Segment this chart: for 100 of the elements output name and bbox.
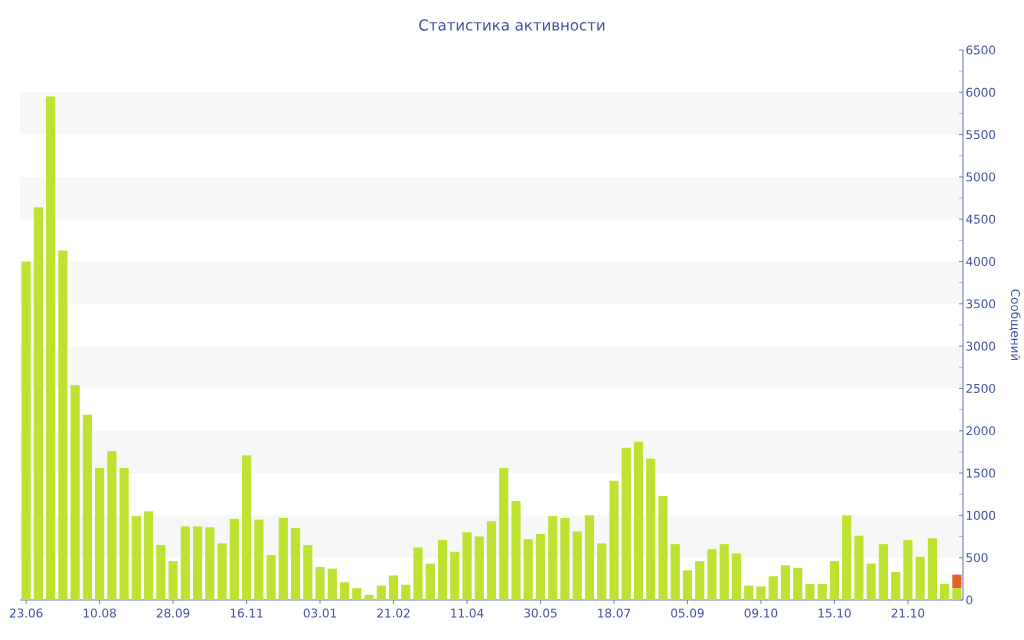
bar (621, 447, 631, 600)
bar (707, 549, 717, 600)
y-tick-label: 4000 (966, 257, 996, 267)
x-tick-label: 23.06 (9, 608, 43, 618)
bar (315, 566, 325, 600)
bar (266, 555, 276, 600)
x-tick-label: 18.07 (598, 608, 631, 618)
bar (339, 582, 350, 600)
bar (450, 551, 460, 600)
y-tick-label: 5000 (966, 172, 996, 182)
bar (82, 414, 92, 600)
bar (548, 516, 558, 600)
bar (327, 568, 337, 600)
bar (33, 207, 43, 600)
bar (278, 517, 288, 600)
bar (303, 544, 313, 600)
bar (793, 567, 803, 600)
bar (413, 547, 423, 600)
y-tick-label: 4500 (966, 214, 996, 224)
bar (633, 441, 644, 600)
bar (731, 553, 742, 600)
bar (756, 586, 766, 600)
bar (107, 451, 117, 600)
bar (119, 467, 129, 600)
bar (695, 561, 705, 600)
x-tick-label: 05.09 (671, 608, 704, 618)
y-tick-label: 2000 (966, 426, 996, 436)
y-tick-label: 0 (966, 595, 973, 605)
bar (352, 588, 362, 600)
bar (903, 539, 913, 600)
y-tick-label: 5500 (966, 130, 996, 140)
bar (560, 517, 570, 600)
x-tick-label: 15.10 (818, 608, 851, 618)
bar (940, 583, 950, 600)
bar (474, 536, 484, 600)
bar (866, 563, 876, 600)
bar (499, 467, 509, 600)
bar (952, 588, 962, 600)
x-tick-label: 10.08 (83, 608, 116, 618)
bar (609, 480, 619, 600)
y-tick-label: 6500 (966, 45, 996, 55)
bar (646, 458, 656, 600)
x-tick-label: 16.11 (230, 608, 263, 618)
y-tick-label: 6000 (966, 87, 996, 97)
x-tick-label: 28.09 (156, 608, 190, 618)
x-tick-label: 11.04 (451, 608, 484, 618)
bar (70, 385, 80, 600)
bar (462, 532, 472, 600)
y-tick-label: 3500 (966, 299, 996, 309)
bar (842, 515, 852, 600)
bar (584, 515, 595, 600)
y-tick-label: 2500 (966, 383, 996, 393)
x-tick-label: 09.10 (744, 608, 778, 618)
bar (878, 544, 888, 600)
bar (205, 527, 215, 600)
bar (780, 565, 791, 600)
bar (682, 570, 693, 600)
bar (535, 533, 546, 600)
bar (915, 556, 925, 600)
y-tick-label: 1000 (966, 510, 996, 520)
bar (854, 535, 864, 600)
bar (511, 500, 521, 600)
bar (21, 261, 31, 600)
bar (180, 526, 190, 600)
bar (891, 572, 901, 600)
bar (401, 584, 411, 600)
bar (719, 544, 729, 600)
chart-title: Статистика активности (419, 19, 605, 31)
bar (670, 544, 680, 600)
bar (658, 495, 668, 600)
bar (744, 585, 754, 600)
bar (388, 575, 399, 600)
bar (597, 543, 607, 600)
y-axis-title: Сообщений (1009, 289, 1021, 361)
bar (523, 539, 533, 600)
bar (572, 531, 582, 600)
x-tick-label: 30.05 (524, 608, 557, 618)
bar (364, 594, 374, 600)
x-tick-label: 21.02 (377, 608, 410, 618)
bar (168, 561, 178, 600)
bar (437, 539, 448, 600)
bar (217, 543, 227, 600)
bar (156, 544, 166, 600)
bar (241, 455, 252, 600)
bar (768, 576, 778, 600)
x-tick-label: 21.10 (891, 608, 925, 618)
bar (805, 583, 815, 600)
bar (95, 467, 105, 600)
bar (131, 516, 141, 600)
bar (254, 519, 264, 600)
x-tick-label: 03.01 (303, 608, 337, 618)
bar (290, 528, 301, 600)
bar (58, 250, 68, 600)
bar (829, 561, 840, 600)
bar (193, 526, 203, 600)
bar (952, 574, 962, 589)
bar (46, 96, 56, 600)
bar (229, 518, 239, 600)
y-tick-label: 1500 (966, 468, 996, 478)
y-tick-label: 500 (966, 553, 988, 563)
